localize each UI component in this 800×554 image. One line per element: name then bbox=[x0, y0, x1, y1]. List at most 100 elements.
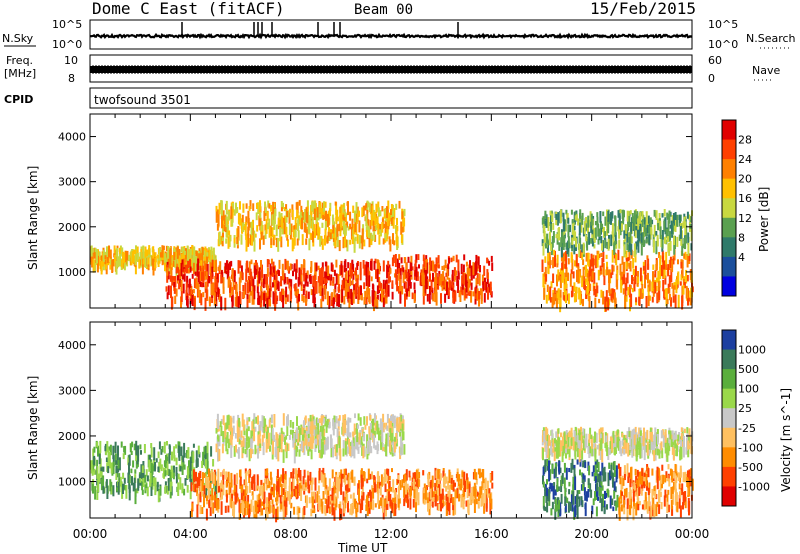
heatmap-cell bbox=[300, 488, 303, 501]
heatmap-cell bbox=[434, 264, 437, 273]
heatmap-cell bbox=[162, 245, 165, 250]
heatmap-cell bbox=[399, 431, 402, 437]
heatmap-cell bbox=[316, 222, 319, 234]
heatmap-cell bbox=[343, 502, 346, 514]
heatmap-cell bbox=[240, 488, 243, 500]
heatmap-cell bbox=[671, 215, 674, 226]
heatmap-cell bbox=[248, 294, 251, 303]
heatmap-cell bbox=[270, 432, 273, 445]
heatmap-cell bbox=[573, 293, 576, 303]
heatmap-cell bbox=[337, 420, 340, 427]
heatmap-cell bbox=[684, 471, 687, 483]
heatmap-cell bbox=[559, 209, 562, 224]
heatmap-cell bbox=[142, 477, 145, 487]
heatmap-cell bbox=[398, 485, 400, 499]
heatmap-cell bbox=[379, 293, 382, 302]
heatmap-cell bbox=[284, 507, 287, 518]
heatmap-cell bbox=[331, 292, 334, 300]
heatmap-cell bbox=[302, 296, 305, 303]
heatmap-cell bbox=[237, 260, 240, 274]
heatmap-cell bbox=[303, 506, 306, 516]
heatmap-cell bbox=[642, 265, 645, 271]
heatmap-cell bbox=[179, 274, 182, 287]
heatmap-cell bbox=[250, 441, 253, 449]
heatmap-cell bbox=[173, 251, 176, 261]
heatmap-cell bbox=[662, 279, 665, 292]
heatmap-cell bbox=[354, 428, 357, 434]
heatmap-cell bbox=[462, 489, 465, 497]
heatmap-cell bbox=[405, 262, 408, 276]
heatmap-cell bbox=[201, 267, 204, 273]
heatmap-cell bbox=[686, 254, 689, 268]
heatmap-cell bbox=[367, 227, 370, 239]
heatmap-cell bbox=[376, 268, 379, 283]
heatmap-cell bbox=[269, 482, 272, 491]
heatmap-cell bbox=[469, 290, 471, 296]
heatmap-cell bbox=[224, 215, 227, 229]
heatmap-cell bbox=[592, 465, 595, 473]
heatmap-cell bbox=[543, 505, 546, 511]
heatmap-cell bbox=[386, 206, 388, 218]
heatmap-cell bbox=[271, 428, 274, 439]
heatmap-cell bbox=[194, 262, 197, 274]
heatmap-cell bbox=[426, 492, 429, 498]
heatmap-cell bbox=[305, 238, 308, 245]
heatmap-cell bbox=[689, 296, 692, 306]
heatmap-cell bbox=[396, 235, 399, 247]
heatmap-cell bbox=[565, 467, 568, 480]
heatmap-cell bbox=[253, 230, 256, 243]
heatmap-cell bbox=[551, 236, 554, 243]
heatmap-cell bbox=[556, 218, 559, 226]
heatmap-cell bbox=[637, 474, 640, 487]
heatmap-cell bbox=[314, 281, 317, 294]
heatmap-cell bbox=[596, 487, 599, 497]
heatmap-cell bbox=[629, 210, 632, 215]
heatmap-cell bbox=[582, 266, 585, 281]
heatmap-cell bbox=[568, 468, 571, 473]
heatmap-cell bbox=[365, 504, 368, 512]
heatmap-cell bbox=[300, 440, 303, 452]
heatmap-cell bbox=[322, 214, 325, 220]
heatmap-cell bbox=[141, 261, 144, 275]
heatmap-cell bbox=[396, 225, 399, 232]
heatmap-cell bbox=[295, 259, 298, 273]
heatmap-cell bbox=[203, 472, 206, 478]
heatmap-cell bbox=[546, 487, 548, 496]
heatmap-cell bbox=[615, 470, 618, 483]
heatmap-cell bbox=[244, 282, 247, 295]
heatmap-cell bbox=[618, 209, 621, 221]
heatmap-cell bbox=[482, 469, 485, 482]
heatmap-cell bbox=[236, 449, 239, 454]
heatmap-cell bbox=[225, 494, 228, 503]
heatmap-cell bbox=[271, 486, 274, 492]
heatmap-cell bbox=[260, 285, 263, 291]
heatmap-cell bbox=[173, 276, 175, 282]
heatmap-cell bbox=[113, 245, 116, 257]
heatmap-cell bbox=[359, 268, 362, 281]
heatmap-cell bbox=[300, 274, 303, 282]
heatmap-cell bbox=[670, 269, 673, 283]
heatmap-cell bbox=[242, 495, 245, 504]
heatmap-cell bbox=[428, 292, 431, 304]
heatmap-cell bbox=[669, 224, 672, 229]
heatmap-cell bbox=[441, 265, 444, 270]
heatmap-cell bbox=[326, 418, 329, 425]
heatmap-cell bbox=[380, 229, 382, 237]
heatmap-cell bbox=[454, 500, 457, 515]
heatmap-cell bbox=[138, 474, 141, 479]
heatmap-cell bbox=[289, 429, 292, 435]
heatmap-cell bbox=[361, 237, 364, 250]
heatmap-cell bbox=[681, 286, 684, 295]
heatmap-cell bbox=[465, 473, 468, 480]
heatmap-cell bbox=[307, 441, 310, 447]
heatmap-cell bbox=[231, 268, 234, 279]
heatmap-cell bbox=[175, 247, 178, 255]
heatmap-cell bbox=[298, 449, 301, 457]
heatmap-cell bbox=[210, 496, 213, 508]
heatmap-cell bbox=[191, 289, 194, 297]
heatmap-cell bbox=[264, 224, 267, 232]
heatmap-cell bbox=[303, 420, 305, 428]
heatmap-cell bbox=[664, 275, 667, 285]
heatmap-cell bbox=[212, 471, 215, 484]
heatmap-cell bbox=[402, 419, 405, 425]
